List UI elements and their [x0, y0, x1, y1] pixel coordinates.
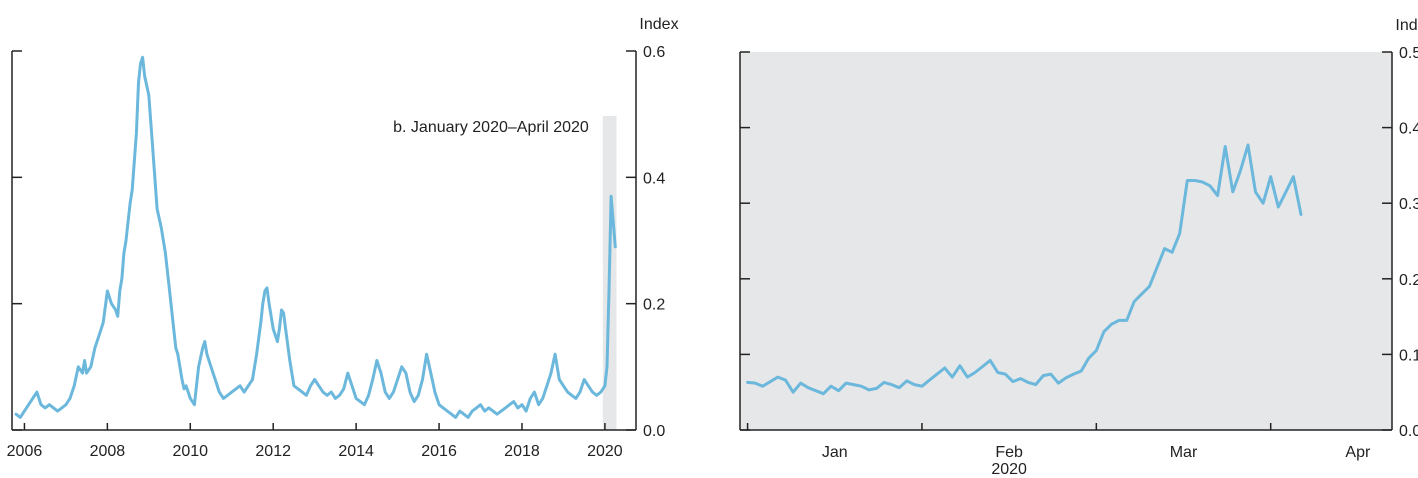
- y-tick-label: 0.6: [643, 44, 665, 61]
- x-tick-label: 2008: [90, 443, 126, 460]
- x-tick-label: 2012: [255, 443, 291, 460]
- y-tick-label: 0.0: [1399, 423, 1418, 440]
- chart-jan-apr-2020: 0.0 0.1 0.2 0.3 0.4 0.5 Index Jan Feb Mar Apr 2020: [739, 17, 1418, 478]
- y-tick-label: 0.1: [1399, 347, 1418, 364]
- y-tick-label: 0.4: [643, 170, 665, 187]
- y-tick-label: 0.2: [643, 297, 665, 314]
- x-tick-label: Apr: [1345, 444, 1371, 461]
- chart-2006-2020: b. January 2020–April 2020 0.0 0.2 0.4 0.6 In…: [7, 16, 679, 460]
- x-tick-label: Mar: [1170, 444, 1198, 461]
- plot-background: [740, 52, 1392, 430]
- series-line: [14, 55, 617, 419]
- x-tick-label: Feb: [995, 444, 1023, 461]
- x-tick-label: Jan: [822, 444, 848, 461]
- x-axis-title: 2020: [991, 461, 1027, 478]
- series-line: [746, 143, 1303, 396]
- annotation-label: b. January 2020–April 2020: [393, 119, 589, 136]
- x-tick-label: 2014: [338, 443, 374, 460]
- x-tick-label: 2016: [421, 443, 457, 460]
- x-tick-label: 2020: [587, 443, 623, 460]
- y-tick-label: 0.5: [1399, 45, 1418, 62]
- x-tick-label: 2006: [7, 443, 43, 460]
- x-tick-label: 2010: [172, 443, 208, 460]
- x-tick-label: 2018: [504, 443, 540, 460]
- y-axis-title: Index: [1395, 17, 1418, 34]
- y-tick-label: 0.3: [1399, 196, 1418, 213]
- y-axis-title: Index: [639, 16, 678, 33]
- y-tick-label: 0.4: [1399, 121, 1418, 138]
- y-tick-label: 0.2: [1399, 272, 1418, 289]
- y-tick-label: 0.0: [643, 423, 665, 440]
